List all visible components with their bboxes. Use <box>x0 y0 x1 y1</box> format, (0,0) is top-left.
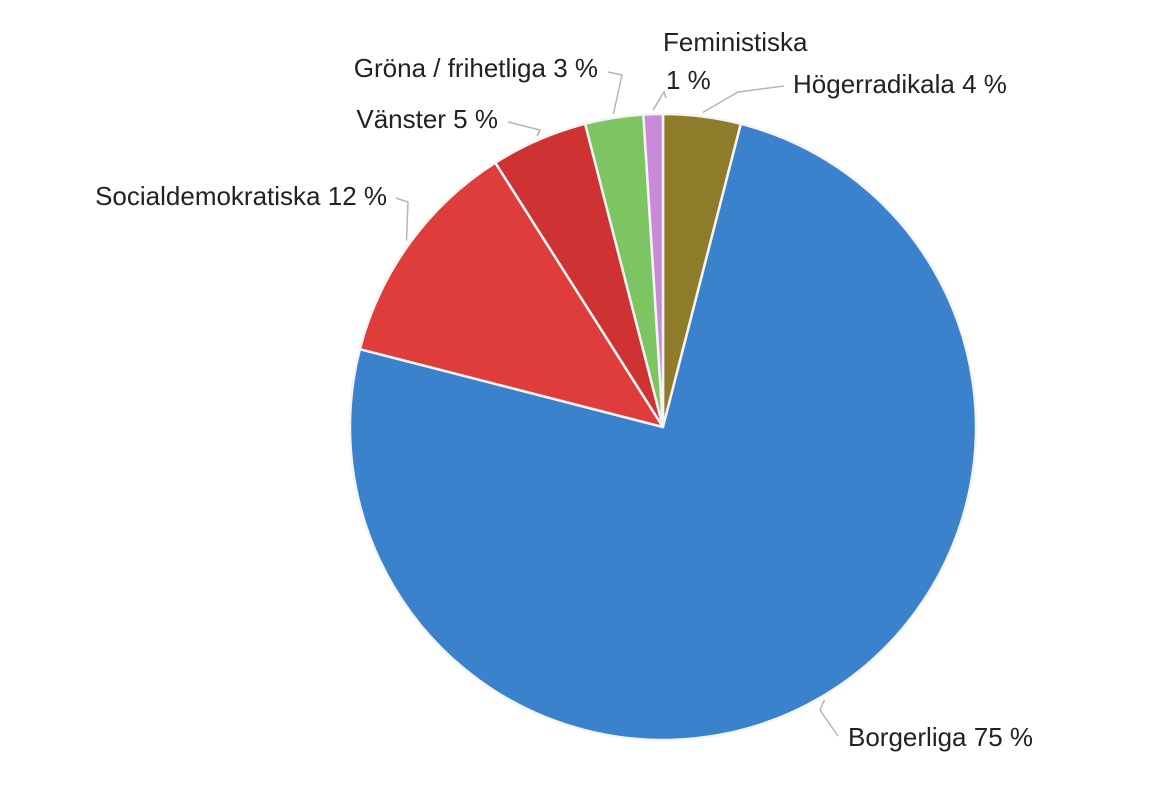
label-feministiska-line-2: 1 % <box>666 65 711 95</box>
label-borgerliga: Borgerliga 75 % <box>848 722 1033 752</box>
leader-line-socialdemokratiska <box>395 197 409 241</box>
leader-line-borgerliga <box>819 699 839 737</box>
label-feministiska-line-1: Feministiska <box>663 27 808 57</box>
pie-slice-feministiska <box>642 112 665 429</box>
pie-slices <box>348 112 978 742</box>
label-socialdemokratiska: Socialdemokratiska 12 % <box>95 181 387 211</box>
leader-line-hogerradikala <box>702 85 785 114</box>
leader-line-grona-frihetliga <box>607 71 623 115</box>
label-hogerradikala: Högerradikala 4 % <box>793 69 1007 99</box>
pie-slice-borgerliga <box>348 122 978 742</box>
leader-line-feministiska <box>652 90 667 111</box>
label-feministiska: Feministiska 1 % <box>663 27 815 95</box>
pie-slice-socialdemokratiska <box>358 161 665 429</box>
leader-lines <box>395 71 839 737</box>
slice-labels: Högerradikala 4 % Borgerliga 75 % Social… <box>95 27 1033 752</box>
label-grona-frihetliga: Gröna / frihetliga 3 % <box>354 53 598 83</box>
label-vanster: Vänster 5 % <box>356 104 498 134</box>
leader-line-vanster <box>507 121 542 137</box>
